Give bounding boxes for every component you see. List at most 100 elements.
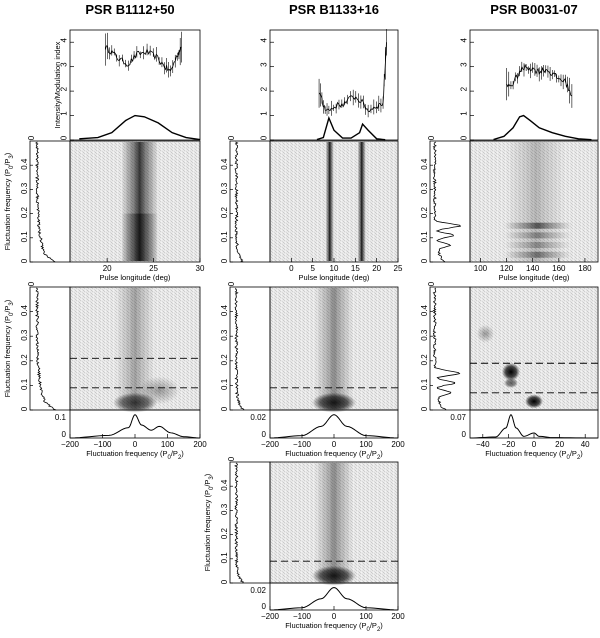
tdfs-xtick-label: −100 [93, 440, 112, 449]
panel-title: PSR B0031-07 [490, 2, 577, 17]
tdfs-xlabel: Fluctuation frequency (P0/P2) [86, 449, 184, 461]
lrfs-ytick-label: 0.1 [420, 231, 429, 243]
lrfs-drift-feature [503, 222, 572, 229]
lrfs-ytick-label: 0 [220, 258, 229, 263]
tdfs-low-freq-peak [312, 392, 356, 413]
longitude-xtick-label: 10 [330, 264, 339, 273]
tdfs-ylabel: Fluctuation frequency (P0/P3) [3, 299, 15, 397]
pulse-profile-line [79, 114, 201, 141]
tdfs-side-zero-label: 0 [227, 456, 236, 461]
lrfs-ytick-label: 0 [420, 258, 429, 263]
lrfs-ytick-label: 0.3 [420, 182, 429, 194]
tdfs-side-feature [139, 376, 180, 405]
tdfs-side-frame [29, 286, 71, 411]
tdfs-integrated-zero: 0 [462, 430, 467, 439]
lrfs-side-spectrum [34, 141, 56, 263]
tdfs-ytick-label: 0.4 [220, 479, 229, 491]
tdfs-xtick-label: −200 [261, 612, 280, 621]
lrfs-emission-band [506, 142, 566, 261]
tdfs-xtick-label: 0 [133, 440, 138, 449]
tdfs-ytick-label: 0.1 [20, 378, 29, 390]
profile-ytick-label: 2 [460, 86, 469, 91]
longitude-xtick-label: 30 [196, 264, 205, 273]
longitude-xtick-label: 0 [289, 264, 294, 273]
lrfs-drift-feature [503, 242, 572, 249]
tdfs-xtick-label: 200 [193, 440, 207, 449]
lrfs-ytick-label: 0.4 [20, 158, 29, 170]
tdfs-central-band [314, 463, 354, 582]
profile-panel-frame [469, 29, 599, 141]
tdfs-side-spectrum [34, 287, 57, 411]
modulation-index-line [319, 42, 387, 113]
tdfs-side-spectrum [234, 287, 245, 411]
tdfs-xtick-label: 0 [532, 440, 537, 449]
tdfs-ytick-label: 0.1 [220, 552, 229, 564]
lrfs-side-frame [429, 140, 471, 263]
profile-ytick-label: 2 [60, 86, 69, 91]
tdfs-side-zero-label: 0 [427, 281, 436, 286]
lrfs-side-zero-label: 0 [227, 135, 236, 140]
tdfs-xtick-label: 0 [332, 440, 337, 449]
tdfs-xlabel: Fluctuation frequency (P0/P2) [285, 449, 383, 461]
lrfs-map-frame [69, 140, 201, 263]
tdfs-xlabel: Fluctuation frequency (P0/P2) [485, 449, 583, 461]
profile-panel-frame [269, 29, 399, 141]
profile-ylabel: Intensity/Modulation index [53, 41, 62, 128]
profile-ytick-label: 0 [60, 135, 69, 140]
tdfs-side-zero-label: 0 [27, 281, 36, 286]
tdfs-ytick-label: 0.2 [220, 527, 229, 539]
lrfs-side-zero-label: 0 [27, 135, 36, 140]
profile-ytick-label: 1 [60, 111, 69, 116]
tdfs-ytick-label: 0.3 [420, 329, 429, 341]
tdfs-xlabel: Fluctuation frequency (P0/P2) [285, 621, 383, 633]
lrfs-component-band [325, 142, 334, 261]
tdfs-ytick-label: 0.4 [20, 304, 29, 316]
profile-panel-frame [69, 29, 201, 141]
tdfs-side-spectrum [432, 287, 461, 411]
longitude-xlabel: Pulse longitude (deg) [299, 273, 370, 282]
longitude-xlabel: Pulse longitude (deg) [100, 273, 171, 282]
lrfs-map-frame [469, 140, 599, 263]
profile-ytick-label: 3 [60, 62, 69, 67]
tdfs-integrated-zero: 0 [62, 430, 67, 439]
lrfs-ytick-label: 0.2 [420, 206, 429, 218]
tdfs-xtick-label: 0 [332, 612, 337, 621]
longitude-xtick-label: 140 [526, 264, 540, 273]
lrfs-ytick-label: 0.2 [220, 206, 229, 218]
pulse-profile-line [493, 114, 592, 141]
tdfs-ytick-label: 0.2 [20, 354, 29, 366]
tdfs-xtick-label: 100 [161, 440, 175, 449]
tdfs-ytick-label: 0.3 [20, 329, 29, 341]
tdfs-integrated-scale: 0.02 [250, 413, 266, 422]
longitude-xtick-label: 25 [394, 264, 403, 273]
lrfs-side-spectrum [432, 141, 462, 263]
tdfs-xtick-label: −200 [61, 440, 80, 449]
tdfs-integrated-scale: 0.07 [450, 413, 466, 422]
tdfs-xtick-label: −200 [261, 440, 280, 449]
lrfs-ytick-label: 0.2 [20, 206, 29, 218]
tdfs-ytick-label: 0.1 [420, 378, 429, 390]
lrfs-low-freq-excess [121, 213, 159, 261]
lrfs-ytick-label: 0.3 [20, 182, 29, 194]
lrfs-drift-feature [503, 251, 572, 258]
longitude-xtick-label: 15 [351, 264, 360, 273]
panel-title: PSR B1133+16 [289, 2, 379, 17]
panel-title: PSR B1112+50 [85, 2, 174, 17]
longitude-xtick-label: 180 [578, 264, 592, 273]
lrfs-side-zero-label: 0 [427, 135, 436, 140]
tdfs-xtick-label: 20 [555, 440, 564, 449]
tdfs-xtick-label: −20 [502, 440, 516, 449]
longitude-xtick-label: 120 [500, 264, 514, 273]
tdfs-side-frame [429, 286, 471, 411]
tdfs-central-band [314, 288, 354, 409]
profile-ytick-label: 1 [460, 111, 469, 116]
lrfs-ytick-label: 0.4 [220, 158, 229, 170]
profile-ytick-label: 4 [260, 37, 269, 42]
longitude-xtick-label: 5 [310, 264, 315, 273]
lrfs-ylabel: Fluctuation frequency (P0/P3) [3, 152, 15, 250]
tdfs-ytick-label: 0 [20, 406, 29, 411]
tdfs-xtick-label: 100 [359, 612, 373, 621]
tdfs-ytick-label: 0 [220, 579, 229, 584]
longitude-xtick-label: 20 [103, 264, 112, 273]
tdfs-xtick-label: −100 [293, 612, 312, 621]
